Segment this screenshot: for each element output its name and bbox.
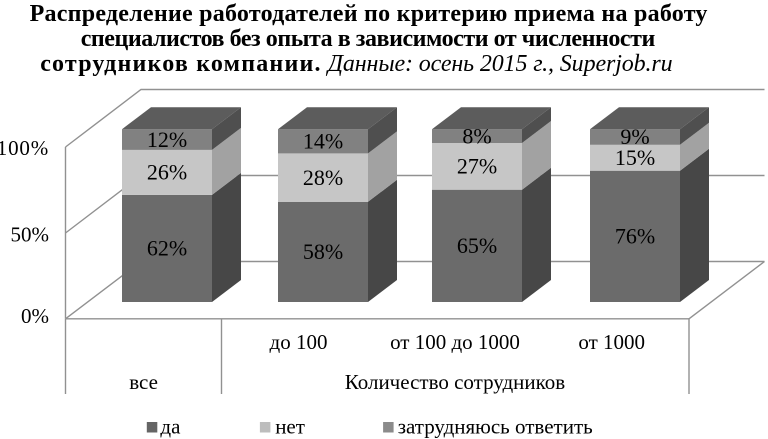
svg-text:65%: 65% xyxy=(457,233,497,258)
svg-text:от 1000: от 1000 xyxy=(578,330,645,354)
svg-text:Количество сотрудников: Количество сотрудников xyxy=(345,370,566,394)
svg-text:0%: 0% xyxy=(21,304,49,328)
svg-text:26%: 26% xyxy=(147,160,187,185)
svg-text:все: все xyxy=(129,370,158,394)
svg-text:50%: 50% xyxy=(11,222,50,246)
svg-text:15%: 15% xyxy=(615,145,655,170)
svg-text:62%: 62% xyxy=(147,236,187,261)
svg-text:28%: 28% xyxy=(303,165,343,190)
svg-text:затрудняюсь ответить: затрудняюсь ответить xyxy=(398,415,593,439)
svg-text:9%: 9% xyxy=(620,124,649,149)
svg-text:12%: 12% xyxy=(147,127,187,152)
svg-text:до 100: до 100 xyxy=(270,330,328,354)
svg-text:от 100 до 1000: от 100 до 1000 xyxy=(390,330,520,354)
svg-text:27%: 27% xyxy=(457,154,497,179)
svg-text:58%: 58% xyxy=(303,239,343,264)
svg-text:100%: 100% xyxy=(0,136,49,160)
svg-text:8%: 8% xyxy=(462,123,491,148)
svg-text:76%: 76% xyxy=(615,224,655,249)
svg-text:14%: 14% xyxy=(303,129,343,154)
svg-text:нет: нет xyxy=(275,415,305,439)
svg-text:да: да xyxy=(160,415,181,439)
